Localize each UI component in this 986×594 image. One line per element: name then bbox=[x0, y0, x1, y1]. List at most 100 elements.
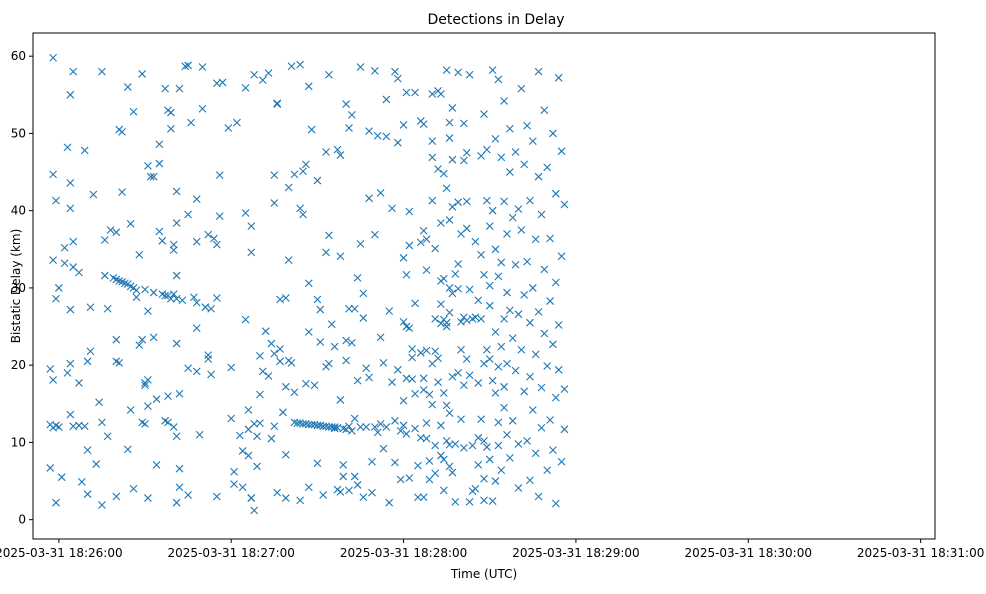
data-point bbox=[244, 451, 253, 460]
data-point bbox=[494, 362, 503, 371]
data-point bbox=[462, 197, 471, 206]
data-point bbox=[212, 240, 221, 249]
data-point bbox=[267, 339, 276, 348]
data-point bbox=[284, 183, 293, 192]
data-point bbox=[503, 359, 511, 368]
data-point bbox=[103, 432, 112, 441]
data-point bbox=[422, 419, 431, 428]
data-point bbox=[313, 176, 322, 185]
data-point bbox=[365, 127, 373, 135]
data-point bbox=[508, 334, 517, 343]
data-point bbox=[227, 414, 236, 423]
data-point bbox=[471, 484, 480, 493]
data-point bbox=[304, 82, 313, 91]
data-point bbox=[439, 486, 448, 495]
data-point bbox=[488, 376, 497, 385]
data-point bbox=[546, 297, 554, 305]
data-point bbox=[299, 167, 307, 176]
data-point bbox=[158, 236, 167, 245]
data-point bbox=[267, 434, 276, 443]
data-point bbox=[465, 498, 474, 506]
data-point bbox=[316, 338, 325, 346]
data-point bbox=[129, 107, 138, 116]
data-point bbox=[442, 184, 451, 193]
data-point bbox=[166, 124, 175, 133]
y-tick-label: 30 bbox=[11, 281, 26, 295]
data-point bbox=[302, 379, 310, 388]
data-point bbox=[546, 234, 554, 243]
data-point bbox=[178, 296, 187, 305]
y-tick-label: 40 bbox=[11, 204, 26, 218]
data-point bbox=[201, 303, 210, 312]
data-point bbox=[474, 433, 483, 442]
data-point bbox=[152, 460, 161, 469]
data-point bbox=[310, 381, 319, 390]
data-point bbox=[434, 354, 442, 363]
data-point bbox=[442, 66, 451, 74]
data-point bbox=[276, 295, 284, 304]
data-point bbox=[103, 304, 112, 313]
data-point bbox=[445, 118, 454, 127]
data-point bbox=[54, 284, 63, 292]
data-point bbox=[448, 289, 457, 298]
data-point bbox=[523, 121, 531, 130]
data-point bbox=[460, 119, 468, 128]
data-point bbox=[169, 423, 178, 431]
chart-title: Detections in Delay bbox=[427, 12, 564, 28]
data-point bbox=[276, 345, 284, 353]
data-point bbox=[457, 415, 465, 424]
data-point bbox=[451, 498, 460, 506]
data-point bbox=[431, 469, 440, 478]
data-point bbox=[408, 345, 417, 353]
data-point bbox=[161, 291, 170, 300]
data-point bbox=[218, 78, 227, 87]
data-point bbox=[411, 88, 419, 97]
data-point bbox=[546, 416, 554, 424]
data-point bbox=[370, 66, 379, 75]
data-point bbox=[462, 148, 471, 157]
data-point bbox=[488, 206, 497, 215]
data-point bbox=[382, 423, 391, 431]
data-point bbox=[112, 492, 121, 501]
data-point bbox=[537, 423, 546, 432]
data-point bbox=[253, 432, 261, 441]
data-point bbox=[385, 498, 394, 507]
data-point bbox=[250, 70, 259, 79]
data-point bbox=[152, 395, 161, 404]
data-point bbox=[330, 342, 339, 351]
data-point bbox=[264, 372, 273, 380]
data-point bbox=[531, 235, 540, 244]
data-point bbox=[138, 335, 147, 344]
data-point bbox=[520, 160, 529, 169]
data-point bbox=[517, 345, 526, 354]
data-point bbox=[393, 74, 402, 83]
data-point bbox=[256, 352, 264, 360]
data-point bbox=[543, 163, 552, 172]
data-point bbox=[175, 84, 184, 93]
data-point bbox=[241, 315, 250, 324]
data-point bbox=[273, 488, 282, 497]
data-point bbox=[402, 270, 411, 279]
data-point bbox=[327, 320, 336, 329]
data-point bbox=[258, 76, 267, 85]
data-point bbox=[322, 148, 330, 156]
data-point bbox=[345, 486, 353, 495]
x-tick-label: 2025-03-31 18:27:00 bbox=[167, 546, 294, 560]
data-point bbox=[405, 207, 414, 216]
data-point bbox=[304, 483, 313, 492]
data-point bbox=[281, 382, 290, 391]
data-point bbox=[319, 491, 328, 499]
data-point bbox=[477, 415, 486, 424]
data-point bbox=[189, 293, 198, 302]
data-point bbox=[551, 499, 560, 508]
data-point bbox=[439, 169, 448, 178]
data-point bbox=[554, 321, 563, 329]
data-point bbox=[290, 170, 299, 179]
data-point bbox=[399, 396, 408, 405]
data-point bbox=[247, 222, 256, 231]
data-point bbox=[454, 198, 463, 207]
data-point bbox=[141, 420, 149, 428]
data-point bbox=[345, 124, 353, 132]
data-point bbox=[118, 188, 126, 197]
data-point bbox=[270, 422, 279, 431]
